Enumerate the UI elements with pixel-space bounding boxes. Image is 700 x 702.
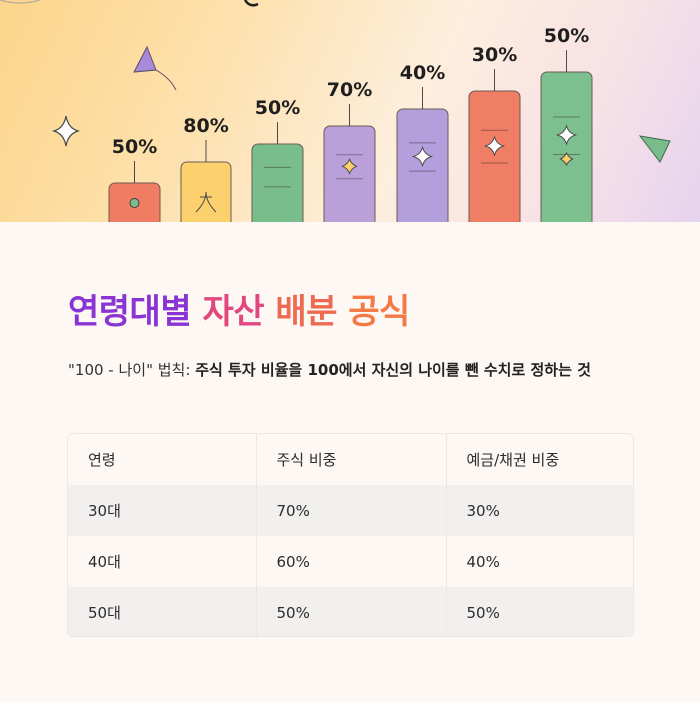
kite-icon xyxy=(638,135,671,163)
title-word: 공식 xyxy=(348,292,410,332)
table-row: 40대 60% 40% xyxy=(68,536,633,587)
cell-deposit: 40% xyxy=(466,552,500,571)
plant-icon xyxy=(195,191,217,213)
kite-string xyxy=(155,69,177,91)
sparkle-icon xyxy=(51,115,81,147)
bar-illustration: 50% 80% 50% 70% 40% 30% 50% xyxy=(0,0,671,222)
title-word: 배분 xyxy=(275,292,337,332)
bar-label: 50% xyxy=(255,97,300,119)
rule-quote: "100 - 나이" 법칙: xyxy=(68,361,191,379)
rule-text: 주식 투자 비율을 100에서 자신의 나이를 뺀 수치로 정하는 것 xyxy=(195,361,591,379)
kite-icon xyxy=(133,45,157,73)
table-row: 50대 50% 50% xyxy=(68,587,633,636)
bar xyxy=(251,143,304,222)
decor-glyph xyxy=(243,0,259,7)
title-word: 연령대별 xyxy=(68,292,192,332)
decor-arc xyxy=(0,0,41,4)
sparkle-icon xyxy=(411,145,434,168)
sparkle-icon xyxy=(559,151,574,167)
cell-stock: 70% xyxy=(256,485,447,536)
title-word: 자산 xyxy=(202,292,265,332)
page-title: 연령대별 자산 배분 공식 xyxy=(68,284,410,333)
bar-label: 80% xyxy=(183,115,228,137)
column-header-stock: 주식 비중 xyxy=(256,434,447,485)
hero-illustration: 50% 80% 50% 70% 40% 30% 50% xyxy=(0,0,700,222)
cell-age: 50대 xyxy=(68,587,257,636)
cell-deposit: 50% xyxy=(446,587,633,636)
sparkle-icon xyxy=(483,135,506,157)
column-header-deposit: 예금/채권 비중 xyxy=(466,451,560,469)
dot-icon xyxy=(129,198,140,208)
bar xyxy=(540,71,593,222)
bar-label: 70% xyxy=(327,79,372,101)
allocation-table: 연령 주식 비중 예금/채권 비중 30대 70% 30% 40대 60% 40… xyxy=(67,433,634,637)
sparkle-icon xyxy=(555,124,578,146)
cell-deposit: 30% xyxy=(446,485,633,536)
bar-label: 40% xyxy=(400,62,445,84)
cell-age: 30대 xyxy=(68,485,257,536)
table-header-row: 연령 주식 비중 예금/채권 비중 xyxy=(68,434,633,485)
column-header-age: 연령 xyxy=(68,434,257,485)
cell-stock: 50% xyxy=(256,587,447,636)
sparkle-icon xyxy=(341,157,358,175)
cell-stock: 60% xyxy=(256,536,447,587)
main-content: 연령대별 자산 배분 공식 "100 - 나이" 법칙: 주식 투자 비율을 1… xyxy=(0,222,700,702)
bar-label: 50% xyxy=(544,25,589,47)
bar-label: 50% xyxy=(112,136,157,158)
bar-label: 30% xyxy=(472,44,517,66)
table-row: 30대 70% 30% xyxy=(68,485,633,536)
cell-age: 40대 xyxy=(68,536,257,587)
rule-description: "100 - 나이" 법칙: 주식 투자 비율을 100에서 자신의 나이를 뺀… xyxy=(68,356,638,384)
